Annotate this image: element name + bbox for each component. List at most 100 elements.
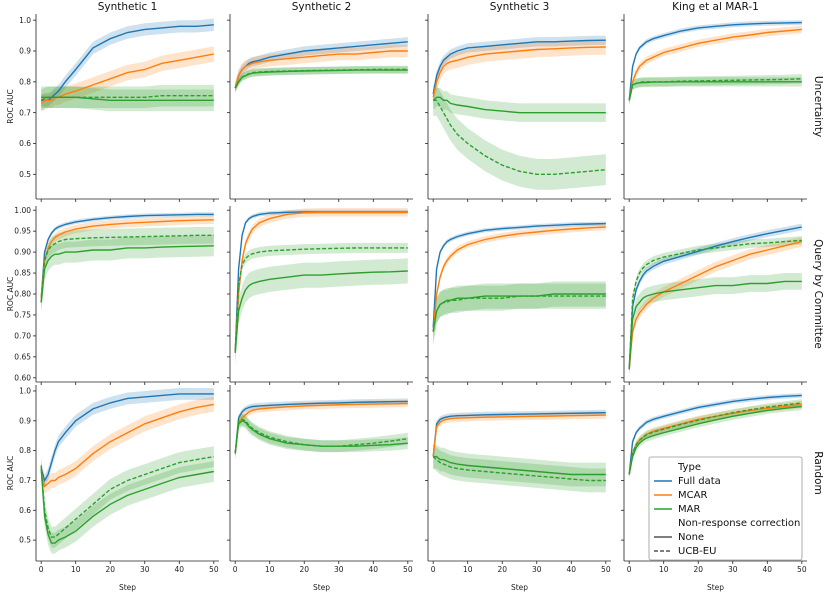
series-line-mar-ucb-eu: [433, 99, 606, 175]
confidence-band-mar-none: [235, 66, 408, 92]
series-line-mcar-none: [40, 53, 214, 104]
y-tick-label: 0.9: [19, 47, 31, 56]
plot-area: [432, 409, 606, 493]
x-tick-label: 50: [209, 565, 219, 574]
confidence-band-full-data-none: [41, 18, 214, 107]
series-line-mcar-none: [628, 240, 802, 370]
x-tick-label: 10: [71, 565, 81, 574]
panel-query-by-committee-synthetic-3: [425, 206, 611, 385]
x-tick-label: 30: [334, 565, 344, 574]
series-line-full-data-none: [40, 393, 214, 483]
series-line-mar-ucb-eu: [628, 239, 802, 370]
x-tick-label: 0: [233, 565, 238, 574]
y-tick-label: 0.8: [19, 446, 31, 455]
series-line-mcar-none: [40, 219, 214, 299]
plot-area: [40, 18, 214, 112]
series-line-mar-ucb-eu: [40, 95, 214, 101]
x-axis-label: Step: [511, 583, 528, 592]
x-tick-label: 20: [299, 565, 309, 574]
x-tick-label: 0: [39, 565, 44, 574]
y-tick-label: 0.70: [14, 332, 31, 341]
legend-label-mcar: MCAR: [678, 490, 707, 501]
legend-type-title: Type: [677, 462, 701, 473]
confidence-band-mcar-none: [235, 399, 408, 458]
series-line-full-data-none: [432, 39, 606, 95]
confidence-band-mcar-none: [41, 46, 214, 112]
column-title-synthetic-1: Synthetic 1: [98, 1, 158, 13]
x-tick-label: 30: [532, 565, 542, 574]
confidence-band-mcar-none: [433, 223, 606, 336]
series-line-full-data-none: [234, 400, 408, 454]
confidence-band-mar-ucb-eu: [433, 84, 606, 190]
x-tick-label: 0: [627, 565, 632, 574]
series-line-mar-none: [40, 245, 214, 303]
confidence-band-mar-none: [235, 258, 408, 366]
series-line-mar-ucb-eu: [432, 295, 606, 332]
y-axis-label: ROC AUC: [6, 89, 15, 124]
plot-area: [432, 221, 606, 345]
series-line-mar-ucb-eu: [234, 247, 408, 353]
confidence-band-mar-ucb-eu: [41, 446, 214, 548]
y-tick-label: 0.5: [19, 170, 31, 179]
series-line-mar-none: [628, 280, 802, 370]
confidence-band-mar-none: [433, 444, 606, 487]
panel-uncertainty-synthetic-3: [425, 14, 611, 202]
series-line-full-data-none: [432, 222, 606, 328]
series-line-full-data-none: [432, 412, 606, 457]
series-line-full-data-none: [628, 21, 802, 101]
x-tick-label: 10: [659, 565, 669, 574]
y-tick-label: 0.5: [19, 536, 31, 545]
confidence-band-mar-none: [433, 88, 606, 122]
x-tick-label: 20: [497, 565, 507, 574]
series-line-mcar-none: [432, 46, 606, 98]
confidence-band-mar-ucb-eu: [235, 413, 408, 460]
legend: Type Full data MCAR MAR Non-response cor…: [648, 456, 803, 561]
row-title-random: Random: [812, 451, 824, 494]
y-tick-label: 0.85: [14, 269, 31, 278]
x-tick-label: 10: [463, 565, 473, 574]
confidence-band-mar-ucb-eu: [433, 283, 606, 345]
y-tick-label: 1.0: [19, 16, 31, 25]
y-tick-label: 0.60: [14, 373, 31, 382]
confidence-band-mar-ucb-eu: [629, 74, 802, 105]
confidence-band-full-data-none: [41, 388, 214, 487]
series-line-mar-none: [433, 455, 606, 476]
series-line-mar-ucb-eu: [234, 418, 408, 454]
x-tick-label: 20: [693, 565, 703, 574]
confidence-band-mar-none: [41, 86, 214, 112]
panel-uncertainty-king-et-al-mar-1: [621, 14, 807, 202]
x-tick-label: 20: [105, 565, 115, 574]
legend-correction-title: Non-response correction: [678, 518, 800, 529]
x-tick-label: 30: [140, 565, 150, 574]
y-tick-label: 0.8: [19, 77, 31, 86]
confidence-band-mcar-none: [235, 44, 408, 95]
legend-frame: [648, 456, 803, 561]
labels-layer: Synthetic 1 Synthetic 2 Synthetic 3 King et…: [6, 1, 824, 592]
legend-label-mar: MAR: [678, 504, 700, 515]
y-tick-label: 0.95: [14, 227, 31, 236]
y-tick-label: 0.9: [19, 416, 31, 425]
series-line-mcar-none: [432, 226, 606, 332]
panel-query-by-committee-synthetic-1: 0.60 0.65 0.70 0.75 0.80 0.85 0.90 0.95 1.00: [14, 206, 219, 385]
series-line-mar-none: [234, 419, 408, 454]
series-line-mar-none: [432, 96, 606, 114]
y-tick-label: 1.00: [14, 206, 31, 215]
confidence-band-mar-none: [235, 414, 408, 460]
x-axis-label: Step: [707, 583, 724, 592]
x-tick-label: 10: [265, 565, 275, 574]
plot-area: [234, 208, 408, 366]
confidence-band-mar-ucb-eu: [433, 444, 606, 493]
confidence-band-mar-none: [629, 273, 802, 378]
row-title-uncertainty: Uncertainty: [812, 76, 824, 137]
legend-label-full-data: Full data: [678, 476, 721, 487]
confidence-band-mcar-none: [41, 396, 214, 494]
panel-uncertainty-synthetic-2: [227, 14, 413, 202]
series-line-full-data-none: [40, 213, 214, 299]
y-axis-label: ROC AUC: [6, 277, 15, 312]
confidence-band-mcar-none: [41, 215, 214, 303]
confidence-band-mar-none: [41, 235, 214, 313]
series-line-full-data-none: [628, 394, 802, 475]
confidence-band-full-data-none: [629, 223, 802, 373]
series-line-mcar-none: [234, 211, 408, 353]
